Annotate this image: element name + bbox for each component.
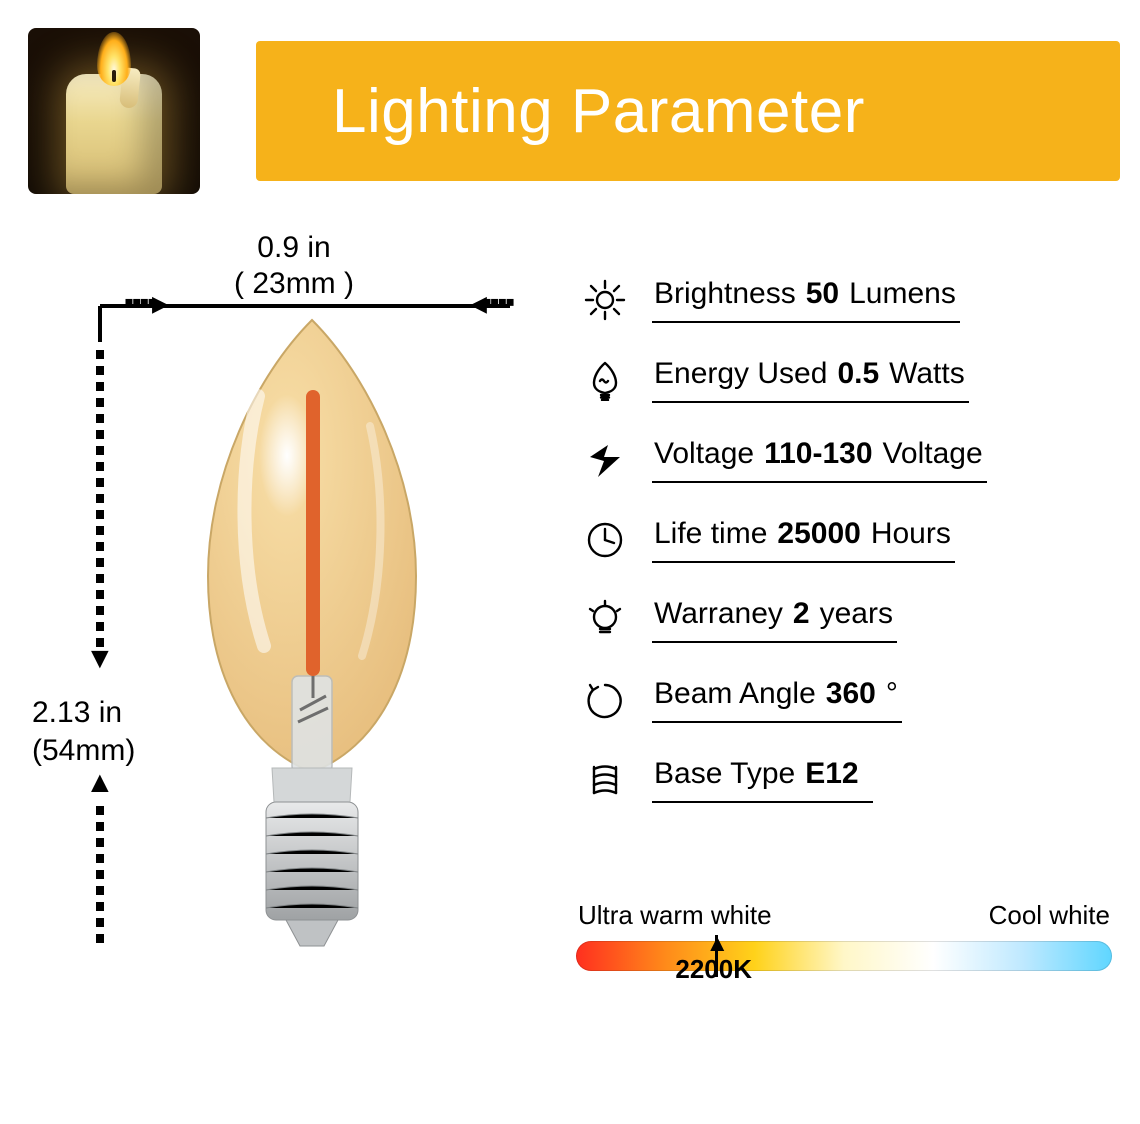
spec-label: Base Type — [654, 757, 795, 791]
spec-value: 25000 — [777, 517, 860, 551]
spec-value: 50 — [806, 277, 839, 311]
spec-label: Voltage — [654, 437, 754, 471]
spec-label: Warraney — [654, 597, 783, 631]
ct-left-label: Ultra warm white — [578, 900, 772, 931]
width-in: 0.9 in — [234, 230, 354, 266]
width-arrow-right: ◀▪ ▪ ▪ ▪ — [470, 286, 510, 318]
spec-text: Warraney 2 years — [652, 597, 897, 643]
height-top-bar — [98, 306, 102, 342]
spec-text: Life time 25000 Hours — [652, 517, 955, 563]
spec-row: Base Type E12 — [576, 740, 1106, 820]
spec-text: Base Type E12 — [652, 757, 873, 803]
spec-text: Energy Used 0.5 Watts — [652, 357, 969, 403]
spec-row: Voltage 110-130 Voltage — [576, 420, 1106, 500]
spec-row: Life time 25000 Hours — [576, 500, 1106, 580]
spec-value: 2 — [793, 597, 810, 631]
color-temperature: Ultra warm white Cool white ▲ 2200K — [576, 900, 1112, 971]
spec-text: Brightness 50 Lumens — [652, 277, 960, 323]
bolt-icon — [576, 436, 634, 484]
spec-row: Warraney 2 years — [576, 580, 1106, 660]
page-title-banner: Lighting Parameter — [256, 41, 1120, 181]
page-title: Lighting Parameter — [332, 76, 865, 147]
spec-text: Beam Angle 360 ° — [652, 677, 902, 723]
dimension-diagram: 0.9 in ( 23mm ) ▪ ▪ ▪ ▪▶ ◀▪ ▪ ▪ ▪ ▼ 2.13… — [14, 230, 534, 970]
spec-unit: years — [820, 597, 893, 631]
height-mm: (54mm) — [32, 732, 135, 770]
height-dots-bot — [96, 806, 104, 946]
spec-label: Energy Used — [654, 357, 827, 391]
height-in: 2.13 in — [32, 694, 135, 732]
spec-unit: ° — [886, 677, 898, 711]
spec-row: Brightness 50 Lumens — [576, 260, 1106, 340]
ct-right-label: Cool white — [989, 900, 1110, 931]
width-label: 0.9 in ( 23mm ) — [234, 230, 354, 302]
spec-value: 0.5 — [837, 357, 879, 391]
spec-unit: Watts — [889, 357, 965, 391]
spec-row: Beam Angle 360 ° — [576, 660, 1106, 740]
spec-value: 110-130 — [764, 437, 872, 471]
spec-value: E12 — [805, 757, 858, 791]
spec-unit: Voltage — [883, 437, 983, 471]
width-mm: ( 23mm ) — [234, 266, 354, 302]
angle-icon — [576, 676, 634, 724]
height-label: 2.13 in (54mm) — [32, 694, 135, 769]
clock-icon — [576, 516, 634, 564]
spec-unit: Hours — [871, 517, 951, 551]
spec-text: Voltage 110-130 Voltage — [652, 437, 987, 483]
bulb-illustration — [200, 316, 424, 956]
height-dots-top — [96, 350, 104, 650]
height-arrow-down: ▼ — [85, 642, 115, 676]
ct-marker-label: 2200K — [675, 954, 752, 985]
spec-label: Beam Angle — [654, 677, 816, 711]
spec-label: Life time — [654, 517, 767, 551]
spec-unit: Lumens — [849, 277, 956, 311]
spec-value: 360 — [826, 677, 876, 711]
lamp-icon — [576, 596, 634, 644]
sun-icon — [576, 276, 634, 324]
spec-row: Energy Used 0.5 Watts — [576, 340, 1106, 420]
ct-bar — [576, 941, 1112, 971]
candle-photo — [28, 28, 200, 194]
spec-list: Brightness 50 Lumens Energy Used 0.5 Watts Vol… — [576, 260, 1106, 820]
spec-label: Brightness — [654, 277, 796, 311]
height-arrow-up: ▲ — [85, 766, 115, 800]
bulb-icon — [576, 356, 634, 404]
width-arrow-left: ▪ ▪ ▪ ▪▶ — [124, 286, 164, 318]
screw-icon — [576, 756, 634, 804]
